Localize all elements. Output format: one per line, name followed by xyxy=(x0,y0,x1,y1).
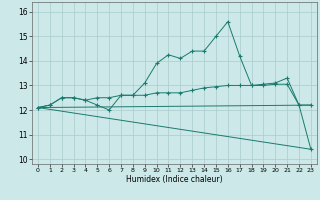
X-axis label: Humidex (Indice chaleur): Humidex (Indice chaleur) xyxy=(126,175,223,184)
